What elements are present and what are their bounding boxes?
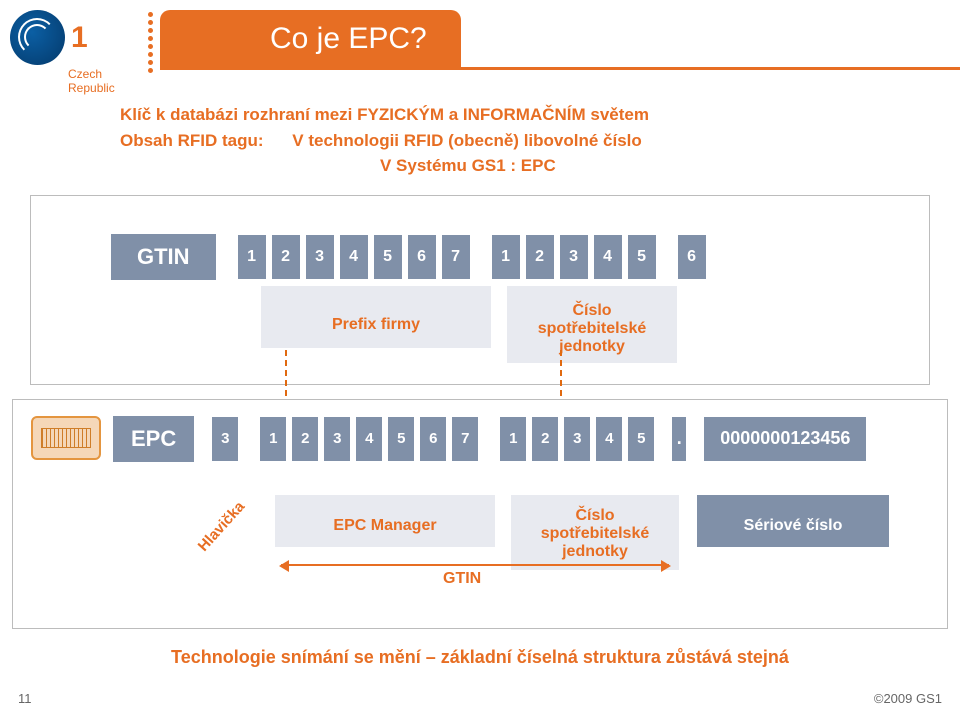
epc-manager-caption: EPC Manager: [275, 495, 495, 547]
gtin-panel: GTIN 1 2 3 4 5 6 7 1 2 3 4 5 6 Prefix fi…: [30, 195, 930, 385]
epc-cell: 1: [260, 417, 286, 461]
gtin-cell: 3: [560, 235, 588, 279]
intro-line2-label: Obsah RFID tagu:: [120, 131, 264, 150]
page-title: Co je EPC?: [160, 10, 461, 67]
epc-cell: 7: [452, 417, 478, 461]
epc-cell: 3: [324, 417, 350, 461]
epc-dot: .: [672, 417, 686, 461]
gtin-cell: 1: [492, 235, 520, 279]
gtin-prefix-caption: Prefix firmy: [261, 286, 491, 348]
title-bar: Co je EPC?: [160, 10, 960, 70]
gtin-cell: 3: [306, 235, 334, 279]
gtin-cell: 1: [238, 235, 266, 279]
gtin-label-box: GTIN: [111, 234, 216, 280]
gtin-cell: 5: [374, 235, 402, 279]
epc-serial-caption: Sériové číslo: [697, 495, 889, 547]
gtin-cell: 4: [594, 235, 622, 279]
epc-cell: 2: [292, 417, 318, 461]
epc-cell: 4: [356, 417, 382, 461]
gs1-logo-mark: [10, 10, 65, 65]
gtin-range-arrow: [281, 564, 669, 566]
gtin-cell: 6: [408, 235, 436, 279]
epc-row: EPC 3 1 2 3 4 5 6 7 1 2 3 4 5 . 00000001…: [113, 416, 866, 462]
intro-line3: V Systému GS1 : EPC: [380, 153, 960, 179]
epc-cell: 6: [420, 417, 446, 461]
gtin-cell-cd: 6: [678, 235, 706, 279]
header: 1 Czech Republic Co je EPC?: [0, 0, 960, 90]
gtin-row: GTIN 1 2 3 4 5 6 7 1 2 3 4 5 6: [111, 234, 706, 280]
epc-header-cell: 3: [212, 417, 238, 461]
intro-block: Klíč k databázi rozhraní mezi FYZICKÝM a…: [120, 102, 960, 179]
epc-cell: 5: [628, 417, 654, 461]
gtin-cell: 4: [340, 235, 368, 279]
gtin-cell: 5: [628, 235, 656, 279]
page-number: 11: [18, 691, 32, 706]
footer-note: Technologie snímání se mění – základní č…: [0, 647, 960, 668]
epc-cislo-caption: Číslo spotřebitelské jednotky: [511, 495, 679, 570]
logo-text: 1: [71, 21, 88, 55]
epc-hlavicka-caption: Hlavička: [195, 498, 248, 555]
gtin-range-label: GTIN: [443, 570, 481, 588]
rfid-tag-icon: [31, 416, 101, 460]
epc-panel: EPC 3 1 2 3 4 5 6 7 1 2 3 4 5 . 00000001…: [12, 399, 948, 629]
epc-label-box: EPC: [113, 416, 194, 462]
logo-subtext: Czech Republic: [68, 67, 130, 95]
gtin-cislo-caption: Číslo spotřebitelské jednotky: [507, 286, 677, 363]
epc-serial-value: 0000000123456: [704, 417, 866, 461]
epc-cell: 3: [564, 417, 590, 461]
gtin-cell: 2: [526, 235, 554, 279]
gtin-cell: 2: [272, 235, 300, 279]
gs1-logo: 1 Czech Republic: [10, 10, 130, 95]
epc-cell: 4: [596, 417, 622, 461]
copyright: ©2009 GS1: [874, 691, 942, 706]
gtin-cell: 7: [442, 235, 470, 279]
epc-cell: 1: [500, 417, 526, 461]
page-footer: 11 ©2009 GS1: [18, 691, 942, 706]
intro-line1: Klíč k databázi rozhraní mezi FYZICKÝM a…: [120, 102, 960, 128]
intro-line2-value: V technologii RFID (obecně) libovolné čí…: [292, 131, 641, 150]
epc-cell: 5: [388, 417, 414, 461]
epc-cell: 2: [532, 417, 558, 461]
